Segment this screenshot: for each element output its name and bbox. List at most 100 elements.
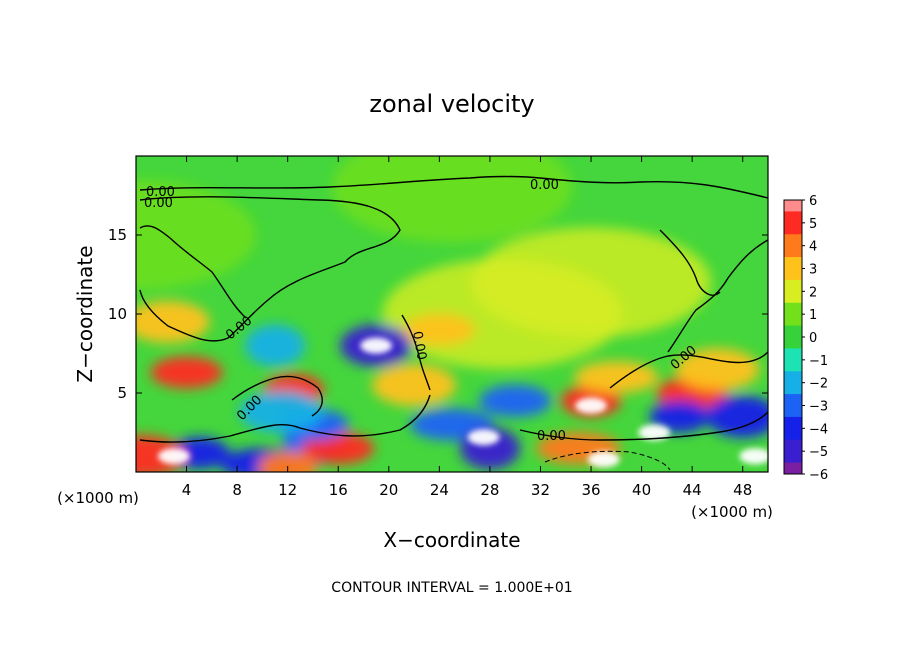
field-feature [360,337,393,354]
colorbar-tick-label: −2 [809,377,828,392]
x-tick-label: 8 [232,481,242,499]
y-tick-label: 15 [108,226,127,244]
field-feature [575,397,608,414]
colorbar-tick-label: −6 [809,468,828,483]
colorbar-band [784,325,802,338]
colorbar-band [784,291,802,304]
contour-label: 0.00 [409,330,429,361]
field-feature [403,313,476,346]
field-feature [332,156,572,243]
colorbar-tick-label: 4 [809,240,817,255]
x-unit-left: (×1000 m) [57,489,139,507]
colorbar-band [784,211,802,224]
x-axis-ticks: 4 8 12 16 20 24 28 32 36 40 44 48 [182,156,752,499]
x-tick-label: 20 [379,481,398,499]
colorbar-band [784,462,802,475]
zero-contour-mid [401,314,431,391]
x-tick-label: 40 [632,481,651,499]
field-feature [150,356,223,389]
colorbar-band [784,200,802,212]
x-tick-label: 16 [329,481,348,499]
zero-contour-right-2 [659,229,721,296]
plot-area: 0.00 0.00 0.00 0.00 0.00 0.00 0.00 0.00 [135,155,769,473]
zero-contour-lower-right [609,351,768,389]
x-tick-label: 24 [430,481,449,499]
colorbar-tick-label: 6 [809,194,817,209]
zero-contour-bottom-mid [231,375,323,417]
colorbar-tick-label: −3 [809,400,828,415]
colorbar-tick-label: 1 [809,308,817,323]
field-feature [467,429,500,446]
colorbar-band [784,405,802,418]
field-feature [739,448,768,465]
field-feature [157,448,190,465]
y-tick-label: 10 [108,305,127,323]
colorbar-tick-label: 2 [809,285,817,300]
colorbar-band [784,439,802,452]
field-feature [649,400,710,433]
colorbar-tick-label: −1 [809,354,828,369]
colorbar-band [784,416,802,429]
colorbar-tick-label: 3 [809,263,817,278]
colorbar-band [784,279,802,292]
zero-contour-bottom-left [139,394,431,443]
colorbar-band [784,337,802,349]
colorbar-band [784,234,802,247]
contour-label: 0.00 [146,185,175,200]
field-feature [638,424,671,441]
colorbar-band [784,302,802,315]
x-tick-label: 4 [182,481,192,499]
contour-interval-note: CONTOUR INTERVAL = 1.000E+01 [331,580,572,596]
field-feature [302,432,375,465]
colorbar-tick-label: 0 [809,331,817,346]
field-feature [257,451,318,472]
colorbar-band [784,428,802,441]
colorbar-band [784,222,802,235]
colorbar-tick-label: −4 [809,422,828,437]
colorbar-band [784,245,802,258]
field-feature [136,300,210,343]
velocity-field [136,156,768,472]
contour-label: 0.00 [144,196,173,211]
colorbar: 6 5 4 3 2 1 0 −1 −2 −3 −4 −5 −6 [783,194,828,483]
x-axis-label: X−coordinate [383,528,520,552]
y-tick-label: 5 [117,384,127,402]
field-feature [245,324,306,367]
x-tick-label: 48 [733,481,752,499]
colorbar-band [784,371,802,384]
contour-label: 0.00 [530,178,559,193]
field-feature [136,180,256,290]
y-axis-ticks: 5 10 15 [108,226,768,402]
colorbar-tick-label: 5 [809,217,817,232]
field-feature [706,395,768,438]
field-feature [479,384,552,417]
colorbar-band [784,451,802,464]
field-feature [471,227,712,338]
field-feature [372,364,457,407]
zero-contour-upper [139,175,768,199]
colorbar-band [784,382,802,395]
y-axis-label: Z−coordinate [73,245,97,382]
colorbar-band [784,268,802,281]
colorbar-band [784,314,802,327]
x-tick-label: 28 [480,481,499,499]
x-tick-label: 32 [531,481,550,499]
field-feature [587,451,620,468]
contour-label: 0.00 [537,429,566,444]
x-unit-right: (×1000 m) [691,503,773,521]
field-feature [574,361,659,394]
x-tick-label: 36 [581,481,600,499]
colorbar-tick-label: −5 [809,445,828,460]
x-tick-label: 12 [278,481,297,499]
zero-contour-upper-2 [139,196,401,342]
colorbar-band [784,359,802,372]
x-tick-label: 44 [683,481,702,499]
colorbar-band [784,348,802,361]
colorbar-band [784,257,802,269]
zero-contour-bottom-right [519,411,768,441]
field-feature [675,348,760,391]
chart-title: zonal velocity [369,90,534,118]
field-feature [239,390,324,433]
zero-contour-left [139,225,247,319]
